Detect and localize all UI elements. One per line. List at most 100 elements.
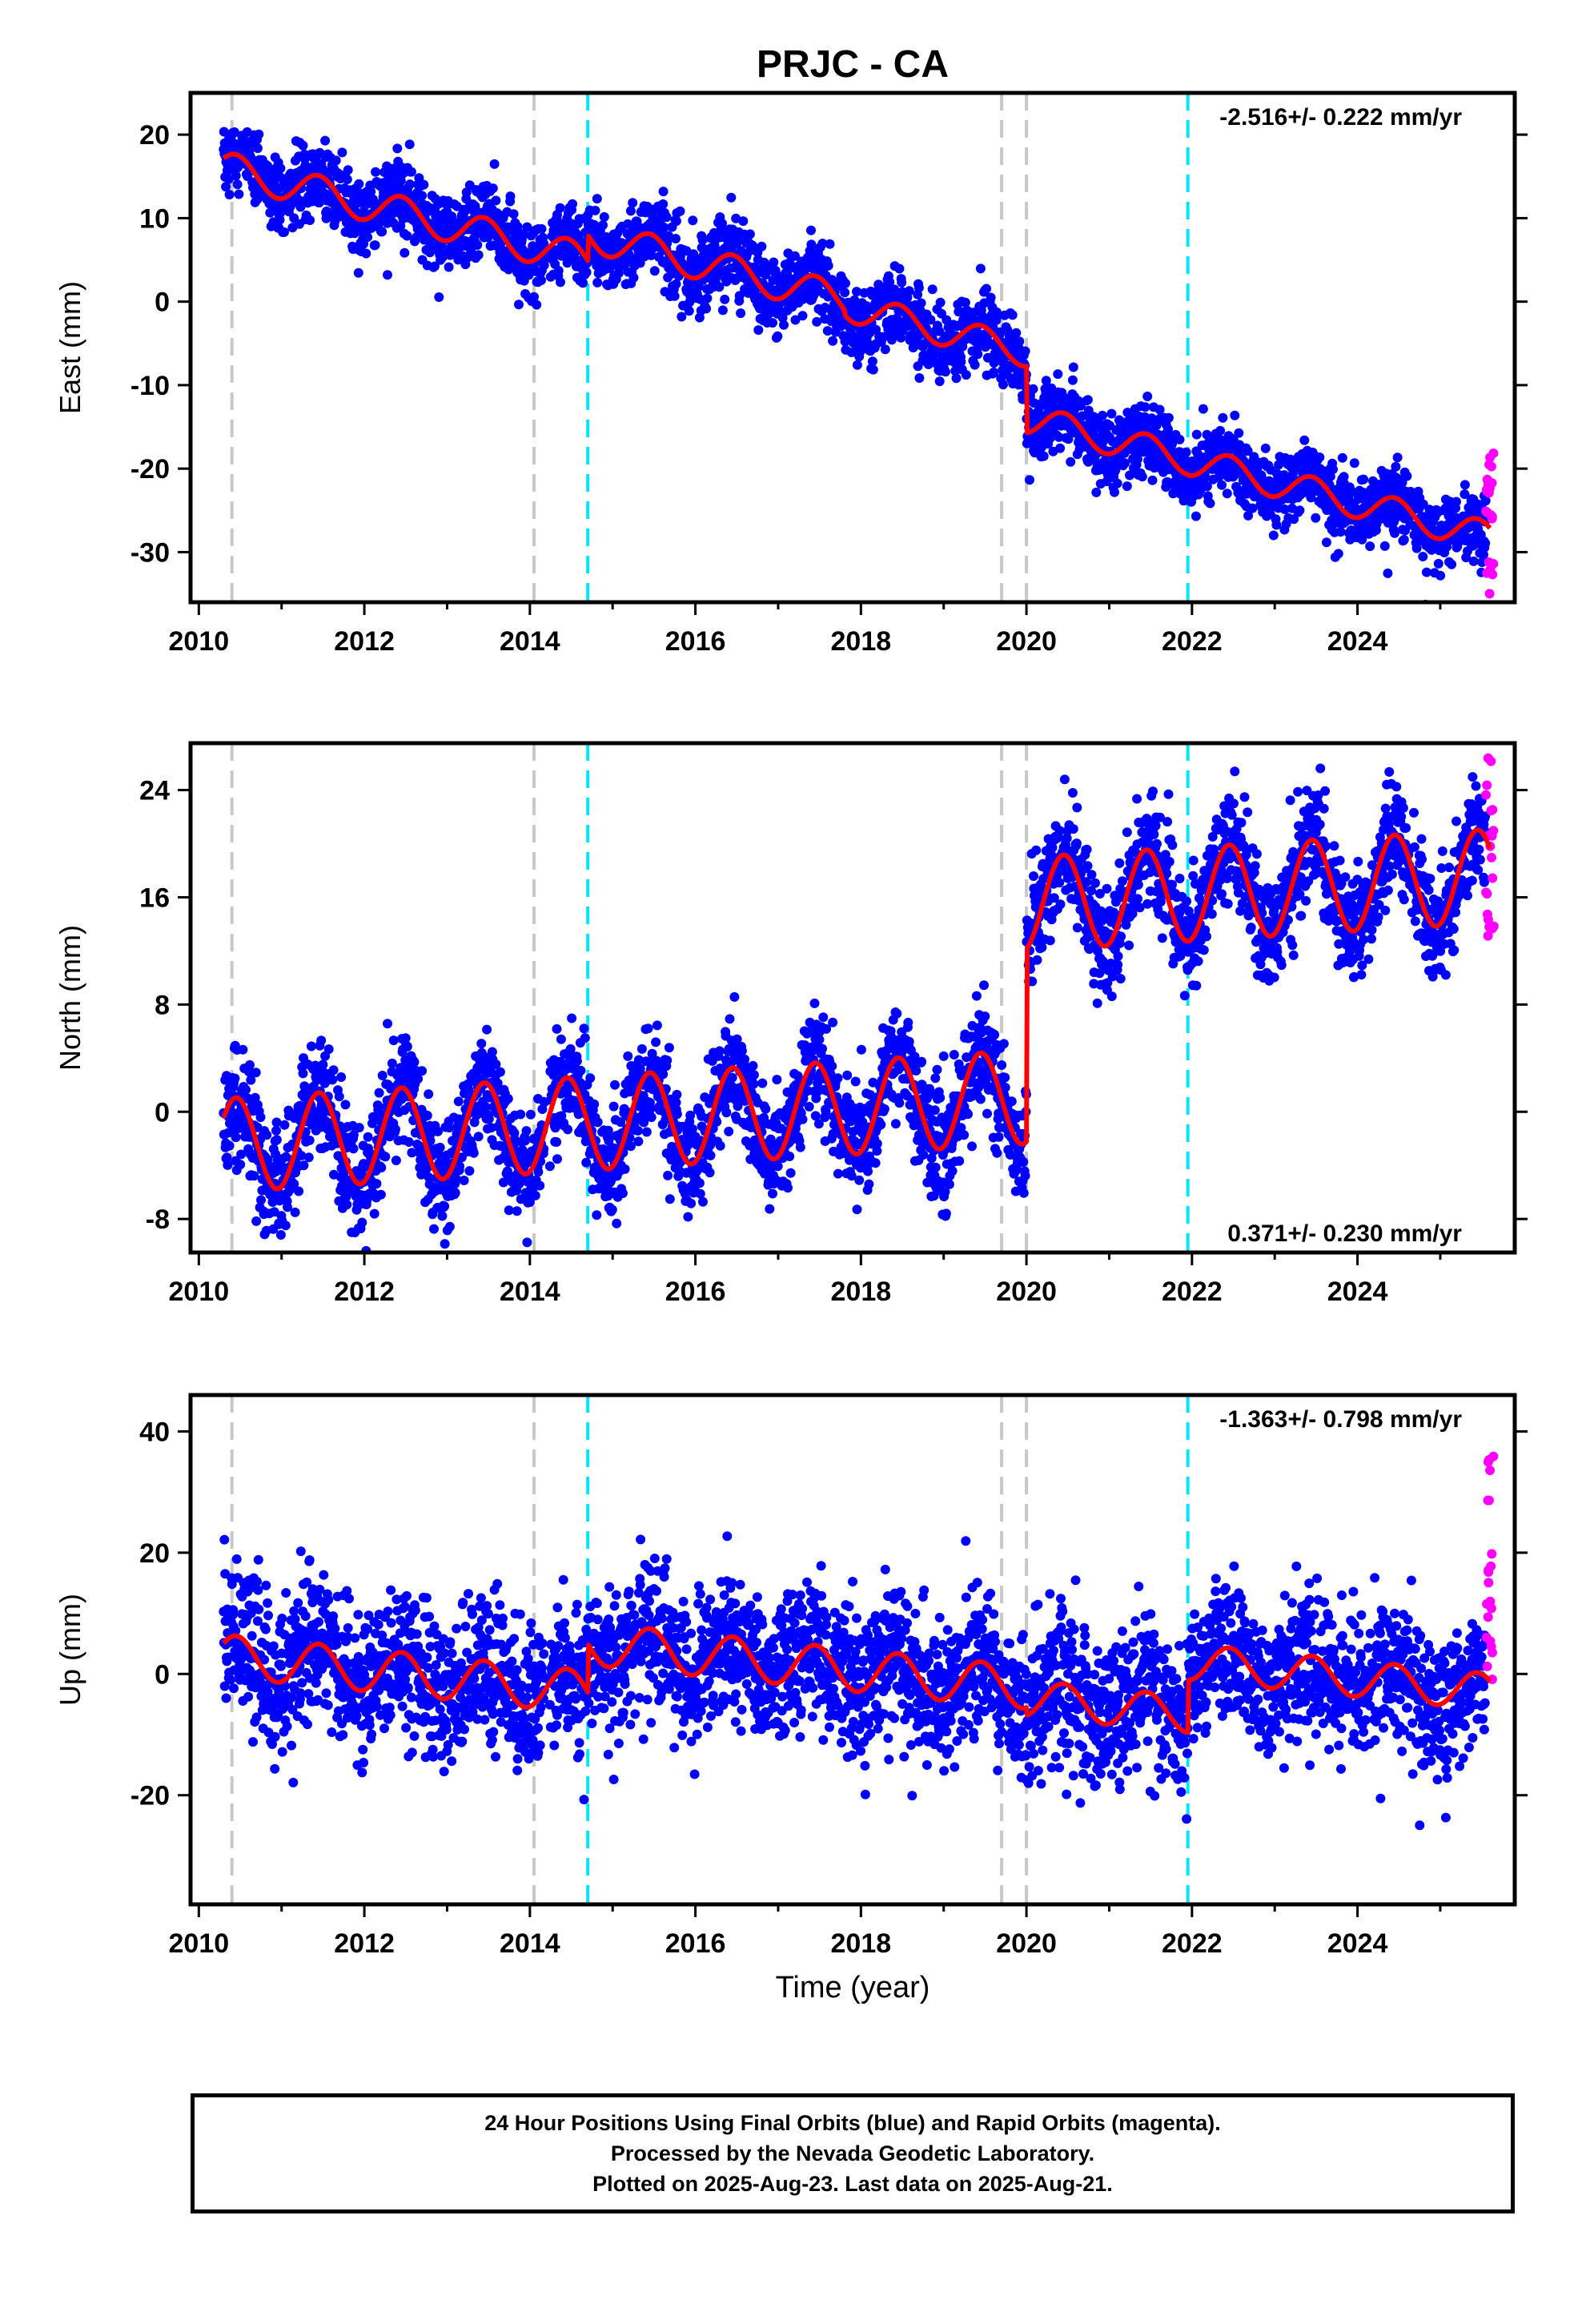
data-point bbox=[904, 286, 914, 296]
data-point bbox=[578, 278, 588, 288]
data-point bbox=[1433, 558, 1443, 569]
data-point bbox=[812, 316, 822, 327]
data-point bbox=[484, 1114, 494, 1124]
data-point bbox=[369, 1208, 379, 1219]
data-point bbox=[1025, 475, 1034, 485]
data-point bbox=[556, 277, 565, 287]
data-point bbox=[671, 234, 681, 243]
data-point bbox=[522, 1237, 532, 1248]
data-point bbox=[823, 260, 833, 271]
data-point bbox=[982, 283, 992, 294]
data-point bbox=[425, 1136, 436, 1146]
data-point bbox=[1110, 465, 1121, 476]
data-point bbox=[994, 328, 1005, 338]
x-tick-label: 2020 bbox=[996, 626, 1057, 657]
data-point bbox=[224, 1140, 235, 1151]
data-point bbox=[1480, 496, 1491, 506]
data-point bbox=[610, 1080, 620, 1090]
data-point bbox=[376, 1163, 387, 1172]
data-point bbox=[1421, 567, 1431, 577]
data-point bbox=[926, 315, 936, 325]
data-point bbox=[652, 1020, 662, 1031]
data-point bbox=[263, 1155, 273, 1165]
data-point bbox=[942, 315, 952, 325]
data-point bbox=[388, 1035, 399, 1046]
data-point bbox=[536, 223, 547, 234]
data-point bbox=[444, 1221, 455, 1232]
data-point bbox=[354, 1123, 364, 1133]
data-point bbox=[472, 239, 483, 250]
data-point bbox=[383, 270, 392, 280]
data-point bbox=[271, 1117, 282, 1128]
data-point bbox=[688, 215, 698, 226]
data-point bbox=[934, 376, 945, 387]
data-point bbox=[664, 1043, 674, 1053]
data-point bbox=[825, 239, 835, 249]
rapid-point bbox=[1486, 510, 1496, 521]
data-point bbox=[563, 1124, 573, 1135]
data-point bbox=[348, 1130, 359, 1140]
x-tick-label: 2010 bbox=[169, 626, 230, 657]
data-point bbox=[357, 1217, 367, 1228]
data-point bbox=[686, 1198, 697, 1208]
data-point bbox=[521, 1126, 532, 1136]
data-point bbox=[532, 300, 542, 310]
data-point bbox=[464, 1166, 475, 1176]
data-point bbox=[671, 279, 681, 289]
data-point bbox=[236, 1149, 247, 1160]
data-point bbox=[299, 1160, 309, 1171]
data-point bbox=[407, 1148, 417, 1158]
data-point bbox=[429, 1224, 439, 1234]
data-point bbox=[366, 187, 376, 197]
data-point bbox=[738, 216, 749, 227]
data-point bbox=[694, 1178, 705, 1188]
data-point bbox=[482, 1024, 492, 1035]
data-point bbox=[1122, 481, 1132, 492]
data-point bbox=[254, 129, 264, 139]
chart-title: PRJC - CA bbox=[757, 43, 949, 86]
data-point bbox=[323, 1044, 334, 1055]
y-tick-label: -30 bbox=[130, 537, 170, 568]
data-point bbox=[256, 1195, 266, 1205]
data-point bbox=[698, 1196, 708, 1207]
data-point bbox=[552, 1154, 562, 1164]
data-point bbox=[769, 257, 779, 267]
data-point bbox=[516, 1109, 526, 1120]
data-point bbox=[241, 1084, 251, 1095]
data-point bbox=[412, 232, 422, 242]
panel-east: 2010 2012 2014 2016 2018 2020 2022 202420100-10… bbox=[54, 90, 1528, 657]
data-point bbox=[406, 167, 416, 177]
data-point bbox=[491, 195, 501, 206]
data-point bbox=[238, 1044, 248, 1055]
data-point bbox=[1217, 480, 1227, 490]
data-point bbox=[1297, 456, 1307, 467]
data-point bbox=[768, 318, 777, 328]
data-point bbox=[230, 1073, 240, 1084]
x-tick-label: 2022 bbox=[1162, 626, 1223, 657]
data-point bbox=[581, 267, 592, 277]
data-point bbox=[620, 1164, 630, 1174]
data-point bbox=[880, 344, 890, 355]
data-point bbox=[353, 267, 363, 278]
data-point bbox=[495, 1067, 505, 1077]
data-point bbox=[429, 261, 440, 271]
data-point bbox=[608, 1101, 619, 1112]
data-point bbox=[914, 373, 925, 383]
data-point bbox=[1480, 538, 1491, 549]
data-point bbox=[1337, 452, 1347, 463]
data-point bbox=[331, 155, 341, 166]
rapid-point bbox=[1484, 589, 1495, 599]
data-point bbox=[1399, 534, 1409, 545]
data-point bbox=[1028, 384, 1038, 394]
data-point bbox=[334, 1196, 344, 1206]
data-point bbox=[705, 1168, 715, 1178]
data-point bbox=[1289, 514, 1299, 525]
data-point bbox=[1328, 464, 1338, 474]
data-point bbox=[419, 179, 429, 190]
data-point bbox=[628, 272, 639, 283]
data-point bbox=[318, 1059, 328, 1070]
data-point bbox=[1479, 549, 1488, 560]
data-point bbox=[1447, 559, 1457, 569]
panel-north: 2010 2012 2014 2016 2018 2020 2022 2024241680-8… bbox=[54, 741, 1528, 1307]
data-point bbox=[777, 312, 788, 323]
